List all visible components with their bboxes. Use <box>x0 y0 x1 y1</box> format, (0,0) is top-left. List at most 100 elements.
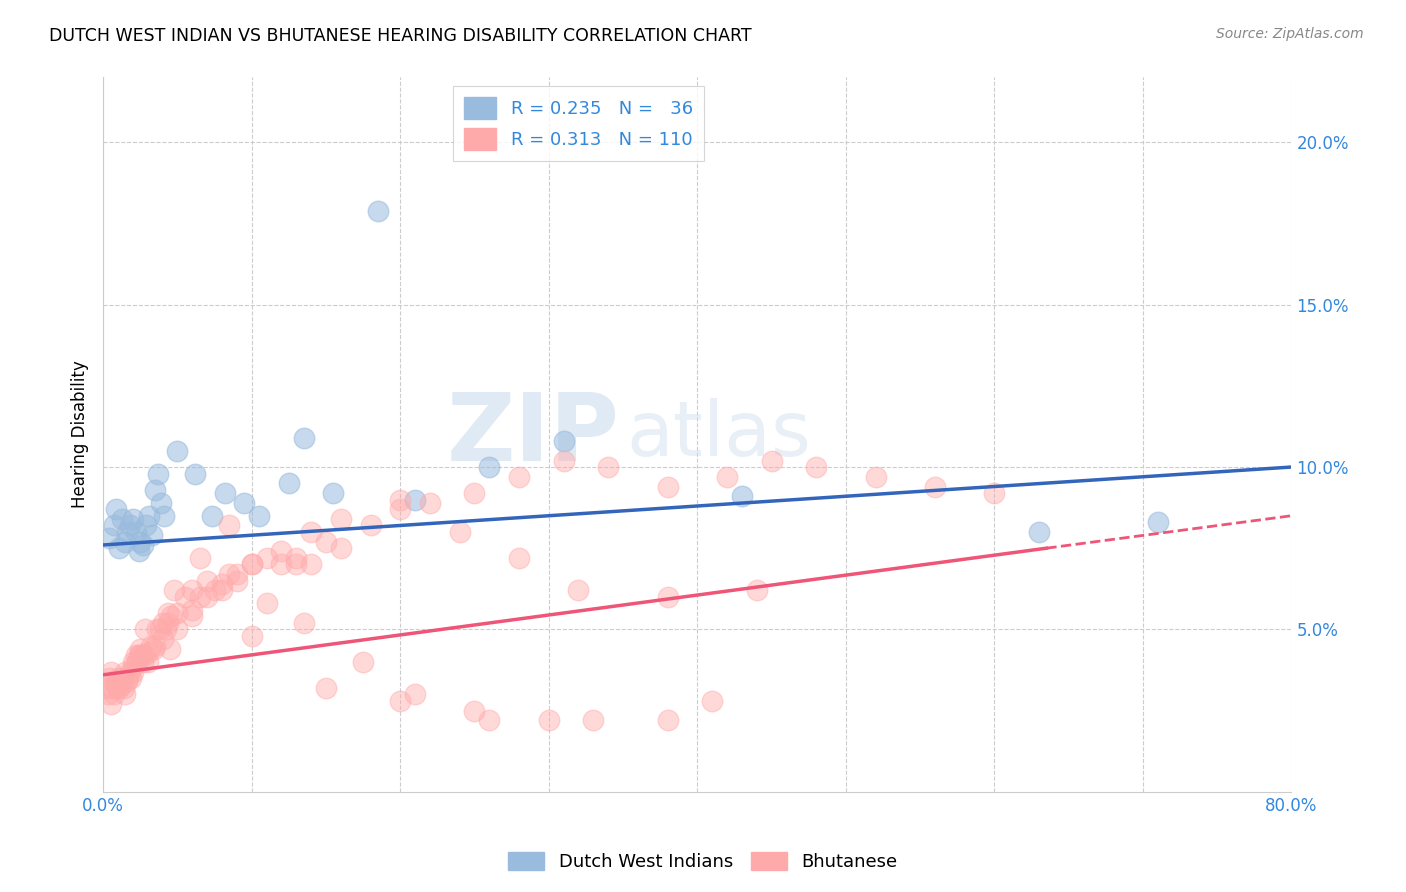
Point <box>121 512 143 526</box>
Point <box>247 508 270 523</box>
Point <box>101 681 124 695</box>
Point <box>115 674 138 689</box>
Point <box>118 665 141 679</box>
Point <box>449 524 471 539</box>
Point <box>114 665 136 679</box>
Point <box>352 655 374 669</box>
Point <box>129 534 152 549</box>
Point <box>103 687 125 701</box>
Point <box>214 486 236 500</box>
Point <box>865 470 887 484</box>
Point <box>128 544 150 558</box>
Point <box>181 583 204 598</box>
Point <box>100 697 122 711</box>
Point <box>195 574 218 588</box>
Point <box>716 470 738 484</box>
Legend: R = 0.235   N =   36, R = 0.313   N = 110: R = 0.235 N = 36, R = 0.313 N = 110 <box>453 87 704 161</box>
Point <box>1028 524 1050 539</box>
Text: ZIP: ZIP <box>447 389 620 481</box>
Point <box>125 524 148 539</box>
Point <box>567 583 589 598</box>
Point <box>537 713 560 727</box>
Point <box>111 671 134 685</box>
Point <box>94 681 117 695</box>
Point <box>111 512 134 526</box>
Point <box>121 665 143 679</box>
Point <box>166 623 188 637</box>
Point <box>292 615 315 630</box>
Point <box>389 694 412 708</box>
Point <box>195 590 218 604</box>
Point <box>360 518 382 533</box>
Point <box>104 674 127 689</box>
Point <box>299 558 322 572</box>
Point <box>315 681 337 695</box>
Point <box>150 496 173 510</box>
Point <box>225 574 247 588</box>
Point <box>166 443 188 458</box>
Point <box>598 460 620 475</box>
Point <box>256 550 278 565</box>
Point <box>110 677 132 691</box>
Point <box>285 550 308 565</box>
Point <box>731 489 754 503</box>
Point <box>159 641 181 656</box>
Point <box>463 704 485 718</box>
Point <box>107 671 129 685</box>
Point <box>761 453 783 467</box>
Point <box>181 609 204 624</box>
Point <box>146 467 169 481</box>
Point <box>702 694 724 708</box>
Point <box>419 496 441 510</box>
Point <box>121 655 143 669</box>
Point <box>155 623 177 637</box>
Point <box>404 492 426 507</box>
Point <box>157 615 180 630</box>
Point <box>136 645 159 659</box>
Point <box>188 550 211 565</box>
Point <box>134 648 156 663</box>
Point <box>166 606 188 620</box>
Point <box>200 508 222 523</box>
Point <box>105 677 128 691</box>
Point <box>240 558 263 572</box>
Point <box>924 479 946 493</box>
Point <box>508 470 530 484</box>
Point <box>100 665 122 679</box>
Point <box>142 641 165 656</box>
Point <box>240 629 263 643</box>
Point <box>143 483 166 497</box>
Point <box>211 577 233 591</box>
Point <box>188 590 211 604</box>
Point <box>285 558 308 572</box>
Point <box>225 567 247 582</box>
Point <box>184 467 207 481</box>
Point <box>129 641 152 656</box>
Point <box>152 615 174 630</box>
Point <box>270 558 292 572</box>
Point <box>233 496 256 510</box>
Point <box>138 508 160 523</box>
Point <box>1146 515 1168 529</box>
Point <box>112 681 135 695</box>
Point <box>240 558 263 572</box>
Point <box>108 541 131 556</box>
Point <box>157 606 180 620</box>
Point <box>160 609 183 624</box>
Point <box>329 512 352 526</box>
Point <box>463 486 485 500</box>
Point <box>322 486 344 500</box>
Point <box>97 687 120 701</box>
Point <box>131 648 153 663</box>
Point <box>145 623 167 637</box>
Point <box>139 639 162 653</box>
Point <box>103 518 125 533</box>
Point <box>218 567 240 582</box>
Point <box>277 476 299 491</box>
Point <box>657 713 679 727</box>
Point <box>256 596 278 610</box>
Point <box>218 518 240 533</box>
Point <box>148 623 170 637</box>
Point <box>117 671 139 685</box>
Point <box>105 502 128 516</box>
